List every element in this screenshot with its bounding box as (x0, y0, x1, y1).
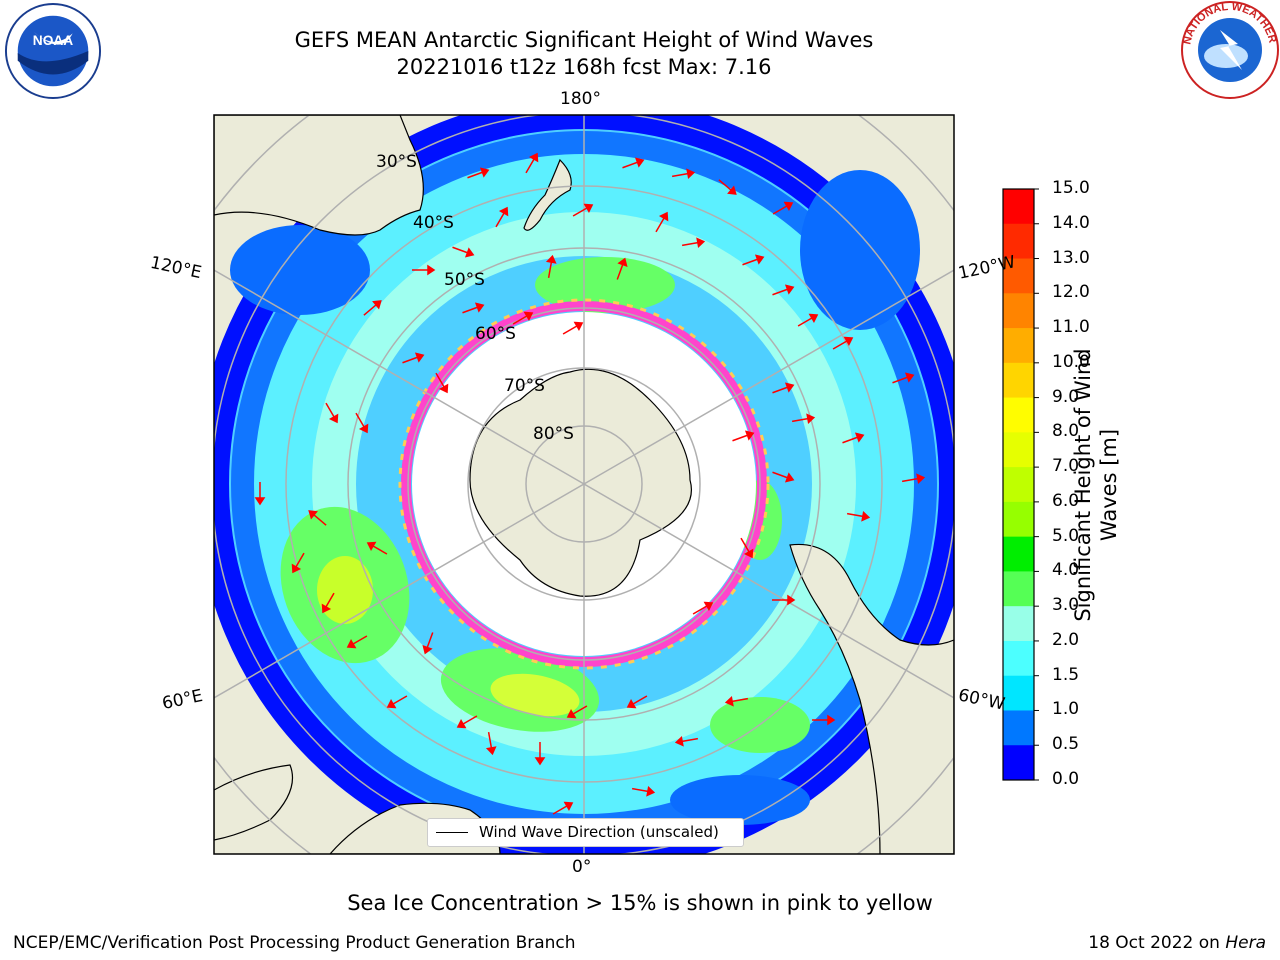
colorbar-tick-label: 11.0 (1052, 317, 1090, 338)
colorbar-segment (1003, 501, 1034, 538)
chart-title: GEFS MEAN Antarctic Significant Height o… (294, 28, 874, 52)
footer-credit: NCEP/EMC/Verification Post Processing Pr… (13, 933, 576, 953)
colorbar-segment (1003, 467, 1034, 503)
colorbar-segment (1003, 745, 1034, 781)
colorbar-segment (1003, 362, 1034, 399)
map-legend: Wind Wave Direction (unscaled) (427, 818, 744, 847)
colorbar-segment (1003, 536, 1034, 572)
wind-wave-arrows (254, 152, 926, 815)
sea-ice-caption: Sea Ice Concentration > 15% is shown in … (347, 891, 933, 915)
colorbar-tick-label: 6.0 (1052, 490, 1080, 511)
longitude-grid (214, 115, 954, 854)
svg-text:NOAA: NOAA (33, 33, 73, 48)
colorbar-segment (1003, 675, 1034, 711)
footer-system: Hera (1225, 933, 1266, 953)
colorbar-segment (1003, 606, 1034, 642)
colorbar-tick-label: 2.0 (1052, 629, 1080, 650)
colorbar (1003, 188, 1039, 781)
colorbar-tick-label: 4.0 (1052, 560, 1080, 581)
lat-label-40s: 40°S (413, 213, 454, 233)
legend-label: Wind Wave Direction (unscaled) (479, 823, 719, 841)
colorbar-tick-label: 3.0 (1052, 595, 1080, 616)
lon-label-180: 180° (560, 89, 601, 109)
colorbar-segment (1003, 223, 1034, 260)
colorbar-segment (1003, 189, 1034, 225)
colorbar-tick-label: 8.0 (1052, 421, 1080, 442)
colorbar-segment (1003, 293, 1034, 329)
colorbar-tick-label: 7.0 (1052, 456, 1080, 477)
chart-subtitle: 20221016 t12z 168h fcst Max: 7.16 (396, 55, 772, 79)
new-zealand-landmass (523, 158, 572, 231)
lat-label-60s: 60°S (475, 324, 516, 344)
nws-logo: NATIONAL WEATHER SERVICE (1180, 0, 1279, 99)
colorbar-tick-label: 15.0 (1052, 178, 1090, 198)
colorbar-segment (1003, 710, 1034, 746)
colorbar-segment (1003, 571, 1034, 607)
lon-label-0: 0° (572, 857, 592, 877)
colorbar-tick-label: 1.0 (1052, 699, 1080, 720)
colorbar-tick-label: 5.0 (1052, 525, 1080, 546)
colorbar-tick-label: 0.5 (1052, 734, 1080, 755)
colorbar-tick-label: 13.0 (1052, 247, 1090, 268)
legend-line-icon (436, 832, 468, 833)
colorbar-segment (1003, 432, 1034, 468)
colorbar-tick-label: 0.0 (1052, 769, 1080, 789)
colorbar-tick-label: 14.0 (1052, 212, 1090, 233)
australia-landmass (214, 115, 424, 236)
colorbar-segment (1003, 640, 1034, 677)
madagascar-landmass (214, 764, 294, 841)
lat-label-30s: 30°S (376, 152, 417, 172)
noaa-logo: NOAA (4, 2, 102, 100)
colorbar-tick-label: 9.0 (1052, 386, 1080, 407)
colorbar-tick-label: 12.0 (1052, 282, 1090, 303)
colorbar-tick-label: 1.5 (1052, 664, 1080, 685)
footer-date: 18 Oct 2022 on Hera (1088, 933, 1266, 953)
lat-label-50s: 50°S (444, 270, 485, 290)
colorbar-segment (1003, 258, 1034, 294)
colorbar-segment (1003, 328, 1034, 364)
colorbar-tick-label: 10.0 (1052, 351, 1090, 372)
south-america-landmass (789, 543, 954, 854)
footer-date-text: 18 Oct 2022 on (1088, 933, 1226, 953)
lat-label-80s: 80°S (533, 424, 574, 444)
colorbar-label: Significant Height of Wind Waves [m] (1071, 348, 1121, 622)
map-frame (213, 114, 955, 855)
lat-label-70s: 70°S (504, 376, 545, 396)
colorbar-segment (1003, 397, 1034, 433)
